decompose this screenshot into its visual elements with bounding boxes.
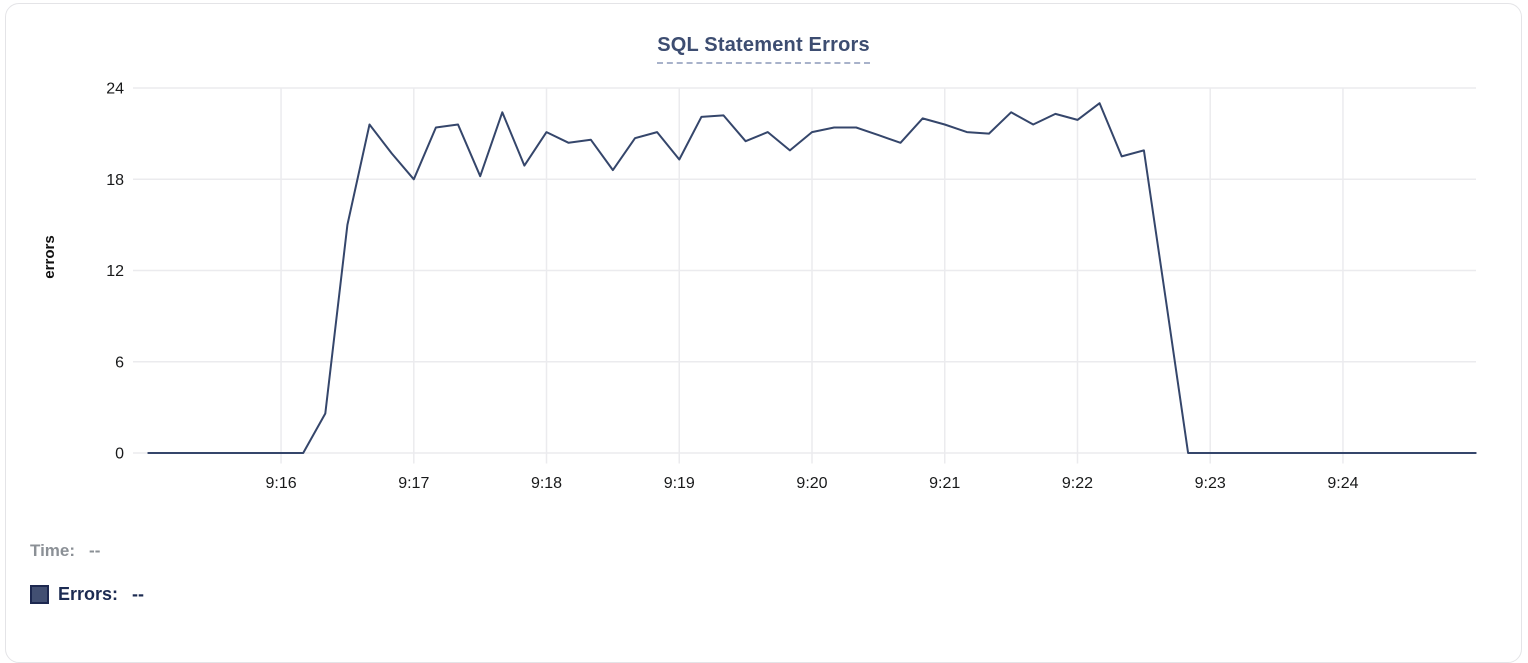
chart-header: SQL Statement Errors: [6, 34, 1521, 64]
svg-text:9:17: 9:17: [398, 475, 429, 492]
svg-text:12: 12: [106, 263, 124, 280]
errors-readout-row: Errors: --: [30, 582, 144, 606]
hover-readout: Time: -- Errors: --: [30, 538, 144, 606]
svg-text:9:18: 9:18: [531, 475, 562, 492]
chart-title[interactable]: SQL Statement Errors: [657, 34, 870, 64]
svg-text:9:23: 9:23: [1195, 475, 1226, 492]
svg-text:24: 24: [106, 81, 124, 98]
errors-line-chart[interactable]: 0 6 12 18 24 9:16 9:17 9:18 9:19 9:20 9:21 9:22 9:23…: [6, 4, 1528, 656]
errors-series-line: [147, 102, 1477, 454]
errors-value: --: [132, 584, 145, 604]
time-readout-row: Time: --: [30, 538, 144, 562]
svg-text:6: 6: [115, 354, 124, 371]
svg-text:18: 18: [106, 172, 124, 189]
svg-text:9:24: 9:24: [1327, 475, 1358, 492]
svg-text:0: 0: [115, 446, 124, 463]
svg-text:9:22: 9:22: [1062, 475, 1093, 492]
time-value: --: [89, 540, 101, 560]
svg-text:9:16: 9:16: [265, 475, 296, 492]
time-label: Time:: [30, 540, 76, 560]
errors-label: Errors:: [58, 584, 119, 604]
chart-card: SQL Statement Errors 0 6 12 18 24 9:16 9:17 9:1…: [5, 3, 1522, 663]
svg-text:9:19: 9:19: [664, 475, 695, 492]
gridlines: [133, 87, 1476, 464]
y-axis-tick-labels: 0 6 12 18 24: [106, 81, 124, 463]
y-axis-label: errors: [41, 235, 58, 278]
x-axis-tick-labels: 9:16 9:17 9:18 9:19 9:20 9:21 9:22 9:23 9:24: [265, 475, 1358, 492]
errors-series-swatch: [30, 584, 49, 604]
svg-text:9:21: 9:21: [929, 475, 960, 492]
svg-text:9:20: 9:20: [796, 475, 827, 492]
